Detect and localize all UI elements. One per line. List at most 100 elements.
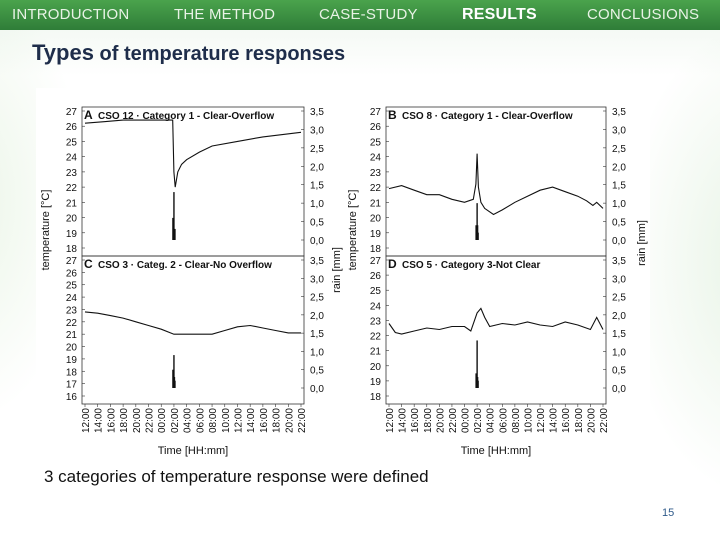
rain-tick-label-b: 1,0: [612, 199, 626, 210]
temp-tick-label-d: 23: [370, 316, 382, 327]
nav-item-the-method[interactable]: THE METHOD: [174, 6, 276, 23]
temp-tick-label-d: 20: [370, 362, 382, 373]
temp-tick-label-c: 17: [66, 380, 78, 391]
nav-item-results[interactable]: RESULTS: [462, 6, 537, 23]
x-tick-label-d: 18:00: [423, 408, 434, 433]
x-tick-label-c: 12:00: [233, 408, 244, 433]
temp-tick-label-b: 24: [370, 153, 382, 164]
temp-tick-label-a: 23: [66, 168, 78, 179]
temp-tick-label-a: 25: [66, 137, 78, 148]
panel-frame-a: [81, 106, 305, 257]
x-tick-label-d: 08:00: [511, 408, 522, 433]
x-tick-label-d: 04:00: [486, 408, 497, 433]
temp-tick-label-d: 25: [370, 286, 382, 297]
temp-tick-label-a: 21: [66, 198, 78, 209]
temp-tick-label-d: 26: [370, 271, 382, 282]
temperature-line-b: [388, 153, 604, 216]
x-tick-label-c: 10:00: [221, 408, 232, 433]
temp-tick-label-a: 24: [66, 153, 78, 164]
x-tick-label-c: 16:00: [106, 408, 117, 433]
rain-bar-d: [477, 380, 479, 388]
temp-tick-label-c: 27: [66, 256, 78, 267]
slide-title: Types of temperature responses: [32, 40, 345, 66]
rain-tick-label-a: 1,0: [310, 199, 324, 210]
panel-title-c: CSO 3 · Categ. 2 - Clear-No Overflow: [98, 260, 272, 271]
temp-tick-label-a: 18: [66, 244, 78, 255]
temp-tick-label-d: 27: [370, 256, 382, 267]
rain-tick-label-d: 2,0: [612, 311, 626, 322]
temp-tick-label-d: 22: [370, 332, 382, 343]
panel-letter-d: D: [388, 257, 397, 271]
temp-tick-label-c: 24: [66, 293, 78, 304]
temp-tick-label-c: 26: [66, 268, 78, 279]
x-tick-label-d: 02:00: [473, 408, 484, 433]
temp-tick-label-c: 21: [66, 330, 78, 341]
x-tick-label-d: 22:00: [448, 408, 459, 433]
temp-tick-label-b: 27: [370, 107, 382, 118]
rain-tick-label-d: 2,5: [612, 293, 626, 304]
y-axis-label-temperature-right: temperature [°C]: [347, 190, 359, 271]
y-axis-label-rain-middle: rain [mm]: [331, 247, 343, 293]
x-tick-label-c: 12:00: [81, 408, 92, 433]
temp-tick-label-c: 22: [66, 318, 78, 329]
rain-tick-label-c: 2,0: [310, 311, 324, 322]
rain-tick-label-d: 3,0: [612, 274, 626, 285]
x-tick-label-c: 22:00: [297, 408, 308, 433]
rain-tick-label-c: 0,0: [310, 384, 324, 395]
temp-tick-label-b: 20: [370, 214, 382, 225]
slide-caption: 3 categories of temperature response wer…: [44, 467, 429, 486]
rain-tick-label-d: 1,0: [612, 347, 626, 358]
temp-tick-label-d: 19: [370, 377, 382, 388]
x-tick-label-c: 14:00: [94, 408, 105, 433]
temp-tick-label-d: 21: [370, 347, 382, 358]
x-tick-label-c: 18:00: [119, 408, 130, 433]
rain-tick-label-d: 0,5: [612, 366, 626, 377]
rain-tick-label-a: 3,0: [310, 125, 324, 136]
x-tick-label-c: 22:00: [145, 408, 156, 433]
temperature-line-a: [84, 119, 302, 188]
page-number: 15: [662, 507, 675, 519]
nav-item-introduction[interactable]: INTRODUCTION: [12, 6, 130, 23]
panel-letter-b: B: [388, 108, 397, 122]
temp-tick-label-a: 20: [66, 214, 78, 225]
temp-tick-label-c: 18: [66, 367, 78, 378]
temp-tick-label-b: 22: [370, 183, 382, 194]
x-tick-label-d: 00:00: [461, 408, 472, 433]
temp-tick-label-b: 19: [370, 229, 382, 240]
rain-bar-c: [174, 380, 176, 388]
temp-tick-label-d: 18: [370, 392, 382, 403]
rain-tick-label-b: 0,5: [612, 218, 626, 229]
x-tick-label-d: 20:00: [586, 408, 597, 433]
rain-tick-label-b: 1,5: [612, 181, 626, 192]
x-tick-label-c: 02:00: [170, 408, 181, 433]
x-tick-label-d: 12:00: [536, 408, 547, 433]
rain-tick-label-d: 1,5: [612, 329, 626, 340]
rain-tick-label-b: 2,0: [612, 162, 626, 173]
rain-tick-label-c: 1,0: [310, 347, 324, 358]
rain-bar-a: [174, 228, 176, 240]
temperature-line-c: [84, 311, 301, 335]
temp-tick-label-c: 19: [66, 355, 78, 366]
temp-tick-label-b: 18: [370, 244, 382, 255]
rain-tick-label-a: 0,5: [310, 218, 324, 229]
x-tick-label-c: 16:00: [259, 408, 270, 433]
x-axis-label-c: Time [HH:mm]: [158, 445, 228, 457]
panel-title-b: CSO 8 · Category 1 - Clear-Overflow: [402, 111, 573, 122]
panel-frame-c: [81, 255, 305, 405]
nav-item-conclusions[interactable]: CONCLUSIONS: [587, 6, 700, 23]
x-tick-label-c: 20:00: [132, 408, 143, 433]
nav-item-case-study[interactable]: CASE-STUDY: [319, 6, 418, 23]
rain-bar-d: [476, 340, 478, 388]
rain-bar-b: [476, 203, 478, 240]
rain-tick-label-c: 1,5: [310, 329, 324, 340]
temp-tick-label-a: 19: [66, 229, 78, 240]
temp-tick-label-b: 25: [370, 137, 382, 148]
temp-tick-label-b: 23: [370, 168, 382, 179]
slide-title-rest: of temperature responses: [93, 43, 346, 65]
rain-bar-c: [173, 355, 175, 388]
rain-tick-label-a: 2,0: [310, 162, 324, 173]
rain-tick-label-c: 3,5: [310, 256, 324, 267]
figure-svg: A CSO 12 · Category 1 - Clear-Overflow272…: [40, 106, 648, 457]
rain-bar-a: [172, 217, 174, 240]
rain-tick-label-a: 2,5: [310, 144, 324, 155]
